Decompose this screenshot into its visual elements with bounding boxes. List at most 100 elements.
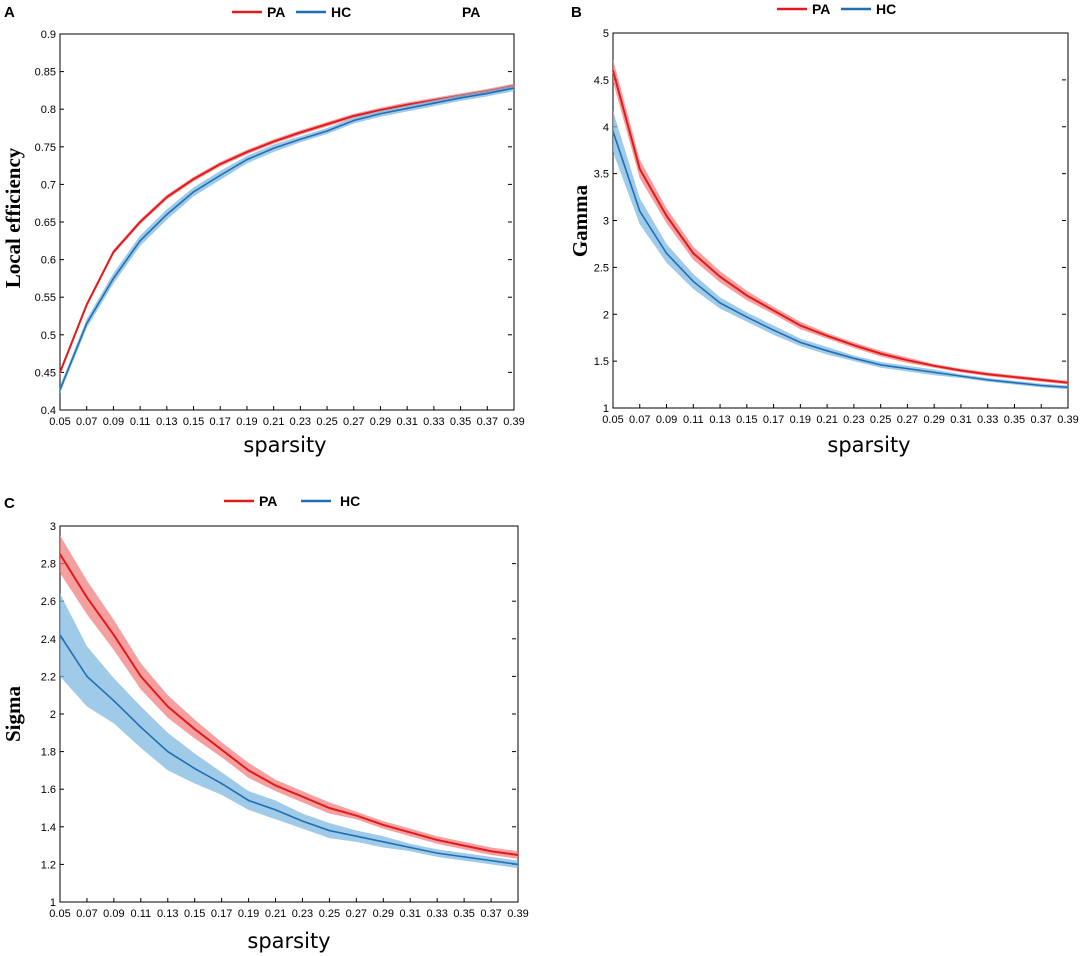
series-pa-point [192, 178, 195, 180]
y-tick-label: 1.2 [41, 859, 56, 871]
series-hc-point [719, 302, 721, 304]
x-tick-label: 0.23 [843, 414, 864, 426]
x-tick-label: 0.23 [292, 908, 313, 920]
series-hc-line [612, 131, 1069, 389]
series-hc-point [772, 329, 775, 331]
legend-hc-label: HC [876, 1, 896, 17]
series-pa-point [406, 103, 408, 106]
series-hc-point [459, 97, 462, 99]
x-tick-label: 0.27 [343, 416, 364, 428]
legend-pa-label: PA [812, 1, 830, 17]
series-pa-point [853, 344, 855, 346]
series-hc-point [960, 375, 962, 377]
y-tick-label: 2 [603, 309, 609, 321]
series-pa-point [301, 795, 304, 798]
x-tick-label: 0.15 [736, 414, 757, 426]
x-tick-label: 0.11 [130, 416, 151, 428]
series-hc-point [879, 364, 882, 366]
series-pa-point [379, 109, 382, 111]
series-pa-point [140, 675, 142, 678]
series-pa-point [409, 831, 412, 834]
y-tick-label: 1.6 [41, 784, 56, 796]
series-pa-point [382, 824, 385, 826]
plot-frame [612, 32, 1069, 409]
series-pa-point [59, 371, 61, 374]
y-axis-label: Local efficiency [1, 147, 25, 288]
x-tick-label: 0.33 [977, 414, 998, 426]
x-tick-label: 0.25 [870, 414, 891, 426]
series-pa-point [665, 215, 668, 217]
x-tick-label: 0.19 [790, 414, 811, 426]
series-hc-point [355, 835, 358, 837]
legend-pa-label: PA [267, 4, 285, 20]
series-pa-line [612, 70, 1069, 384]
x-tick-label: 0.07 [76, 908, 97, 920]
x-tick-label: 0.23 [290, 416, 311, 428]
series-hc-point [193, 767, 196, 770]
y-tick-label: 1 [603, 403, 609, 415]
panel-c-legend: PA HC [224, 493, 360, 509]
series-hc-point [382, 841, 385, 843]
y-tick-label: 1 [50, 897, 56, 909]
series-pa-point [1067, 381, 1069, 384]
y-tick-label: 1.8 [41, 747, 56, 759]
series-pa-point [960, 369, 962, 372]
y-tick-label: 0.8 [41, 104, 56, 116]
series-pa-point [933, 365, 935, 367]
series-pa-point [166, 196, 168, 198]
series-pa-point [746, 294, 748, 297]
series-pa-point [772, 309, 775, 312]
series-hc-point [59, 634, 61, 636]
y-tick-label: 2.6 [41, 596, 56, 608]
panel-b: B PA HC 1 1.5 2 2.5 3 3.5 4 4.5 5 0.05 0.07 0.09 0.1… [568, 1, 1079, 457]
y-tick-label: 0.7 [41, 179, 56, 191]
series-hc-point [1067, 386, 1069, 389]
series-hc-point [166, 213, 168, 216]
series-hc-point [140, 726, 142, 728]
series-pa-point [355, 814, 358, 817]
series-pa-point [490, 850, 492, 853]
panel-a-letter: A [4, 4, 15, 21]
x-axis-label: sparsity [827, 433, 910, 457]
series-pa-point [906, 359, 909, 361]
series-pa-point [193, 728, 196, 730]
x-tick-label: 0.17 [211, 908, 232, 920]
x-tick-label: 0.27 [346, 908, 367, 920]
x-axis-label: sparsity [243, 433, 326, 457]
series-hc-point [436, 852, 438, 854]
legend-extra-label: PA [462, 4, 480, 20]
series-hc-point [113, 700, 115, 702]
series-pa-point [719, 275, 721, 278]
series-hc-point [272, 147, 275, 150]
series-hc-point [192, 191, 195, 193]
series-pa-point [692, 252, 695, 255]
x-tick-label: 0.17 [763, 414, 784, 426]
series-hc-point [379, 112, 382, 115]
x-tick-label: 0.25 [319, 908, 340, 920]
series-pa-point [220, 748, 223, 751]
series-pa-point [463, 844, 465, 847]
x-tick-label: 0.37 [480, 908, 501, 920]
series-pa-point [113, 634, 115, 636]
x-tick-label: 0.11 [683, 414, 704, 426]
series-pa-point [1013, 376, 1016, 378]
x-tick-label: 0.19 [238, 908, 259, 920]
y-tick-label: 3 [603, 216, 609, 228]
series-pa-point [272, 140, 275, 143]
series-pa-point [436, 839, 438, 841]
x-tick-label: 0.31 [396, 416, 417, 428]
series-hc-point [352, 119, 355, 122]
x-tick-label: 0.21 [816, 414, 837, 426]
series-pa-point [799, 324, 802, 327]
y-tick-label: 0.85 [35, 67, 56, 79]
series-pa-point [299, 131, 302, 134]
y-tick-label: 4.5 [594, 75, 609, 87]
x-tick-label: 0.37 [477, 416, 498, 428]
x-axis-label: sparsity [247, 929, 330, 953]
x-tick-label: 0.29 [373, 908, 394, 920]
series-hc-point [112, 277, 115, 280]
panel-a: A PA HC PA 0.4 0.45 0.5 0.55 0.6 0.65 0.7 0.75 0… [1, 4, 525, 457]
series-hc-point [906, 367, 909, 370]
series-hc-point [59, 388, 61, 391]
x-tick-label: 0.27 [897, 414, 918, 426]
